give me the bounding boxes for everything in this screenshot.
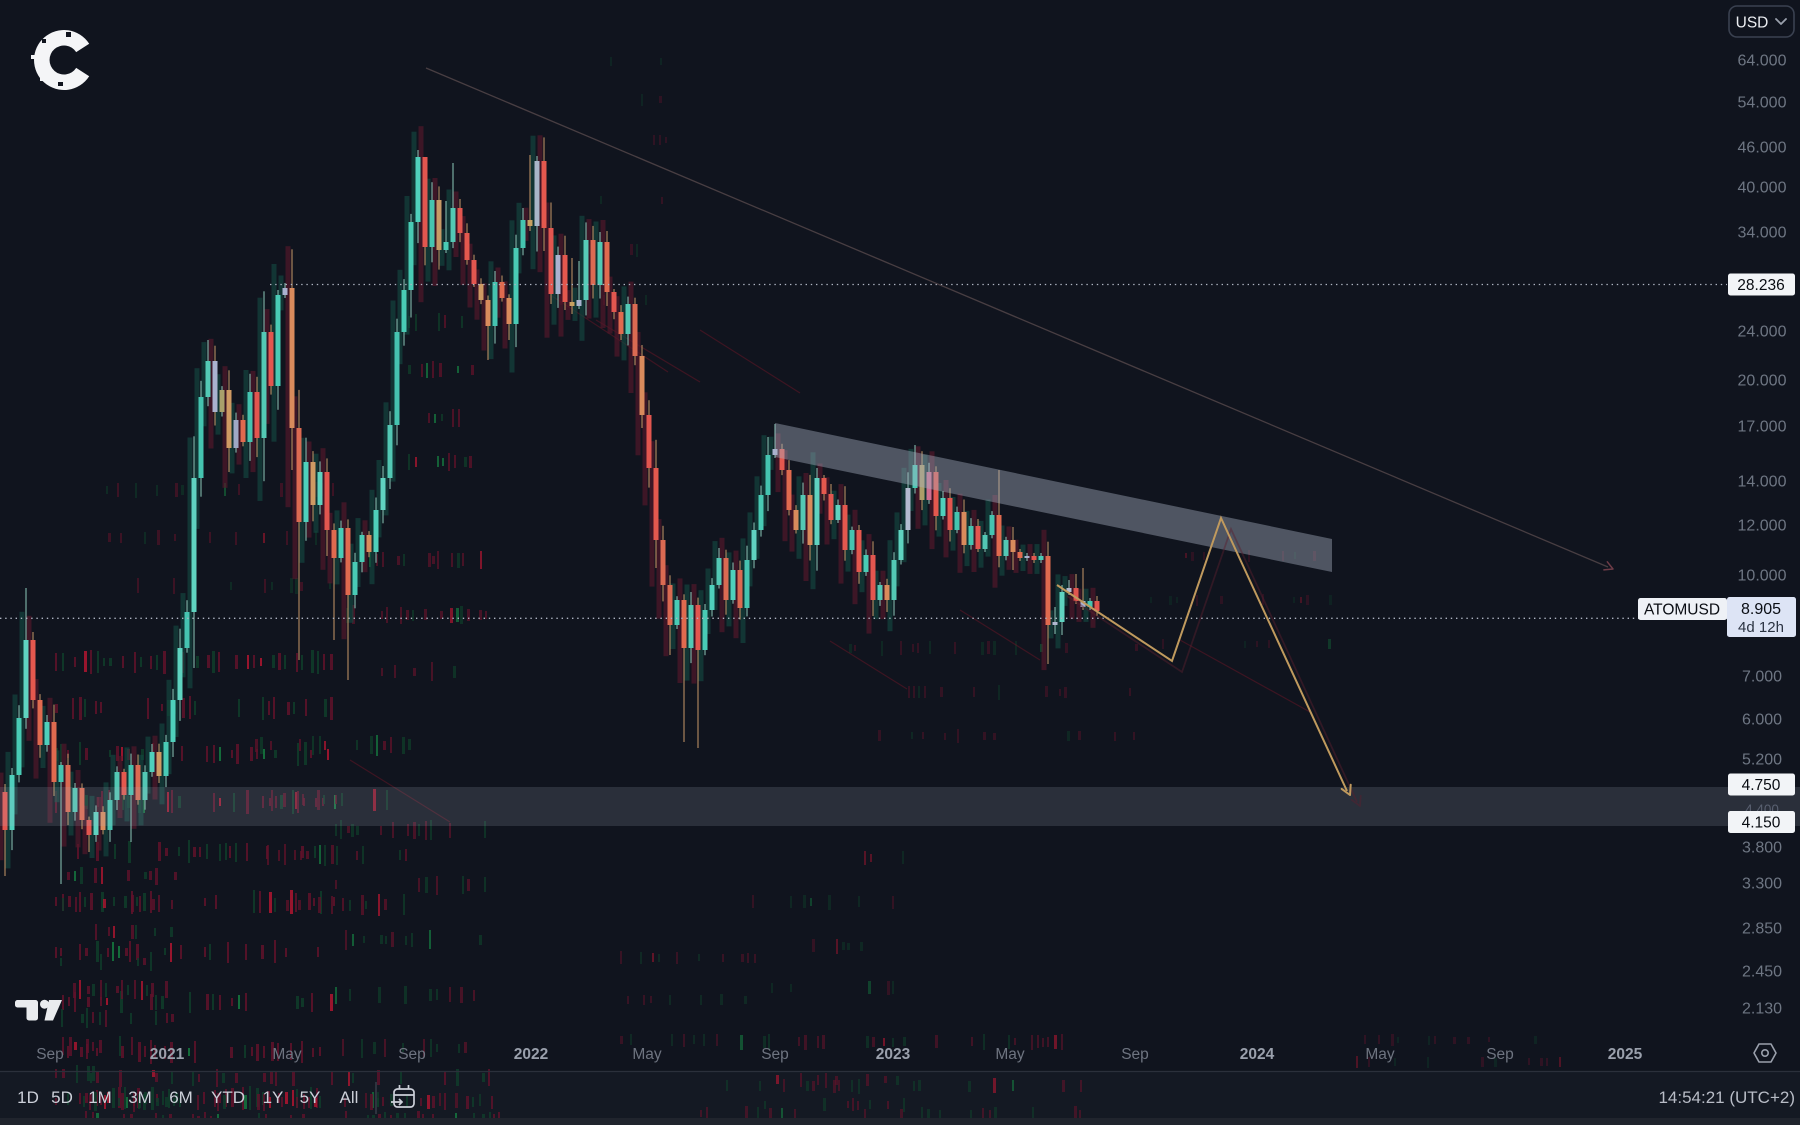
svg-text:8.905: 8.905 xyxy=(1741,601,1781,618)
svg-text:2.850: 2.850 xyxy=(1742,921,1782,938)
svg-text:4.750: 4.750 xyxy=(1742,777,1781,794)
svg-text:2.450: 2.450 xyxy=(1742,964,1782,981)
svg-text:3.300: 3.300 xyxy=(1742,876,1782,893)
svg-text:2.130: 2.130 xyxy=(1742,1001,1782,1018)
svg-text:2025: 2025 xyxy=(1608,1046,1643,1063)
svg-text:2021: 2021 xyxy=(150,1046,185,1063)
svg-text:7.000: 7.000 xyxy=(1742,669,1782,686)
svg-text:34.000: 34.000 xyxy=(1738,225,1787,242)
svg-text:5.200: 5.200 xyxy=(1742,752,1782,769)
svg-text:6.000: 6.000 xyxy=(1742,712,1782,729)
svg-text:14.000: 14.000 xyxy=(1738,474,1787,491)
svg-text:6M: 6M xyxy=(169,1088,193,1107)
svg-text:1D: 1D xyxy=(17,1088,39,1107)
svg-text:28.236: 28.236 xyxy=(1737,277,1784,294)
svg-text:20.000: 20.000 xyxy=(1738,373,1787,390)
svg-text:5D: 5D xyxy=(51,1088,73,1107)
svg-text:Sep: Sep xyxy=(398,1046,426,1063)
svg-text:64.000: 64.000 xyxy=(1738,53,1787,70)
svg-text:May: May xyxy=(272,1046,302,1063)
svg-text:54.000: 54.000 xyxy=(1738,95,1787,112)
svg-text:4.150: 4.150 xyxy=(1742,815,1781,832)
svg-text:2022: 2022 xyxy=(514,1046,548,1063)
svg-text:40.000: 40.000 xyxy=(1738,180,1787,197)
svg-text:Sep: Sep xyxy=(1121,1046,1149,1063)
svg-text:All: All xyxy=(340,1088,359,1107)
svg-text:3.800: 3.800 xyxy=(1742,840,1782,857)
svg-text:YTD: YTD xyxy=(211,1088,245,1107)
svg-text:4d 12h: 4d 12h xyxy=(1738,619,1784,636)
svg-text:3M: 3M xyxy=(128,1088,152,1107)
svg-text:5Y: 5Y xyxy=(300,1088,321,1107)
svg-text:12.000: 12.000 xyxy=(1738,518,1787,535)
svg-text:May: May xyxy=(632,1046,662,1063)
svg-text:Sep: Sep xyxy=(1486,1046,1514,1063)
svg-text:ATOMUSD: ATOMUSD xyxy=(1644,602,1720,619)
svg-text:May: May xyxy=(995,1046,1025,1063)
svg-text:17.000: 17.000 xyxy=(1738,419,1787,436)
svg-text:Sep: Sep xyxy=(761,1046,789,1063)
svg-text:10.000: 10.000 xyxy=(1738,568,1787,585)
svg-text:24.000: 24.000 xyxy=(1738,324,1787,341)
svg-text:1M: 1M xyxy=(88,1088,112,1107)
svg-text:14:54:21 (UTC+2): 14:54:21 (UTC+2) xyxy=(1658,1088,1795,1107)
svg-text:2023: 2023 xyxy=(876,1046,911,1063)
svg-text:Sep: Sep xyxy=(36,1046,64,1063)
svg-text:1Y: 1Y xyxy=(263,1088,284,1107)
svg-text:USD: USD xyxy=(1736,15,1769,32)
svg-text:2024: 2024 xyxy=(1240,1046,1275,1063)
svg-text:46.000: 46.000 xyxy=(1738,140,1787,157)
svg-text:May: May xyxy=(1365,1046,1395,1063)
